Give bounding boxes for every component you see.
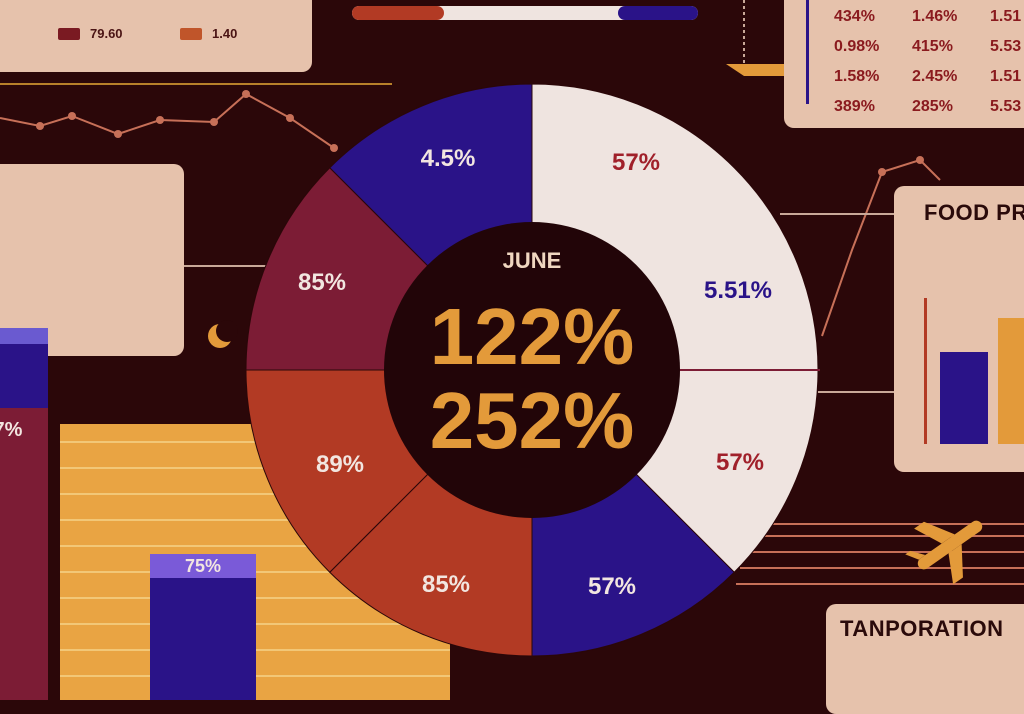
legend-label-1: 79.60: [90, 26, 123, 41]
stat-cell: 1.51: [990, 8, 1022, 25]
transport-card-title: TANPORATION: [840, 616, 1004, 641]
trend-points: [36, 90, 338, 152]
slice-label: 4.5%: [421, 145, 476, 172]
stat-cell: 1.58%: [834, 68, 880, 85]
food-axis: [924, 298, 927, 444]
top-progress-bar: [352, 6, 698, 20]
flag-marker: [726, 0, 784, 76]
bar: [0, 408, 48, 700]
donut-center: [384, 222, 680, 518]
slice-label: 57%: [716, 449, 764, 476]
trend-line: [0, 92, 335, 149]
legend-swatch-1: [58, 28, 80, 40]
food-bar-2: [998, 318, 1024, 444]
center-month-label: JUNE: [503, 248, 562, 273]
stat-cell: 415%: [912, 38, 953, 55]
stat-cell: 1.51: [990, 68, 1022, 85]
bar-label: 7%: [0, 419, 23, 441]
slice-label: 57%: [588, 573, 636, 600]
food-card-title: FOOD PR: [924, 200, 1024, 225]
deco-stripes: [736, 523, 1024, 585]
bar-series: 7% 75%: [0, 328, 256, 700]
stat-cell: 2.45%: [912, 68, 958, 85]
center-value-1: 122%: [430, 292, 635, 381]
slice-label: 5.51%: [704, 277, 772, 304]
stat-cell: 1.46%: [912, 8, 958, 25]
connector-lines: [0, 83, 894, 393]
bar-cap: [150, 554, 256, 578]
transport-card: TANPORATION: [826, 604, 1024, 714]
slice-label: 89%: [316, 451, 364, 478]
bar-label: 75%: [185, 556, 221, 576]
legend-swatch-2: [180, 28, 202, 40]
stat-cell: 5.53: [990, 98, 1022, 115]
slice-label: 85%: [298, 269, 346, 296]
food-bar-1: [940, 352, 988, 444]
bar: [150, 554, 256, 700]
legend-label-2: 1.40: [212, 26, 238, 41]
stats-divider: [806, 0, 809, 104]
stat-cell: 0.98%: [834, 38, 880, 55]
legend-card: 79.60 1.40: [0, 0, 312, 72]
right-trend-points: [878, 156, 924, 176]
stat-cell: 389%: [834, 98, 875, 115]
slice-label: 85%: [422, 571, 470, 598]
airplane-icon: [905, 520, 983, 585]
stat-cell: 5.53: [990, 38, 1022, 55]
center-value-2: 252%: [430, 376, 635, 465]
right-trend-line: [821, 158, 941, 337]
stats-card: 434% 1.46% 1.51 0.98% 415% 5.53 1.58% 2.…: [784, 0, 1024, 128]
stat-cell: 434%: [834, 8, 875, 25]
food-card: FOOD PR: [894, 186, 1024, 472]
crescent-moon-icon: [208, 320, 238, 348]
slice-label: 57%: [612, 149, 660, 176]
stat-cell: 285%: [912, 98, 953, 115]
left-text-card: [0, 164, 184, 356]
bar-cap: [0, 328, 48, 344]
